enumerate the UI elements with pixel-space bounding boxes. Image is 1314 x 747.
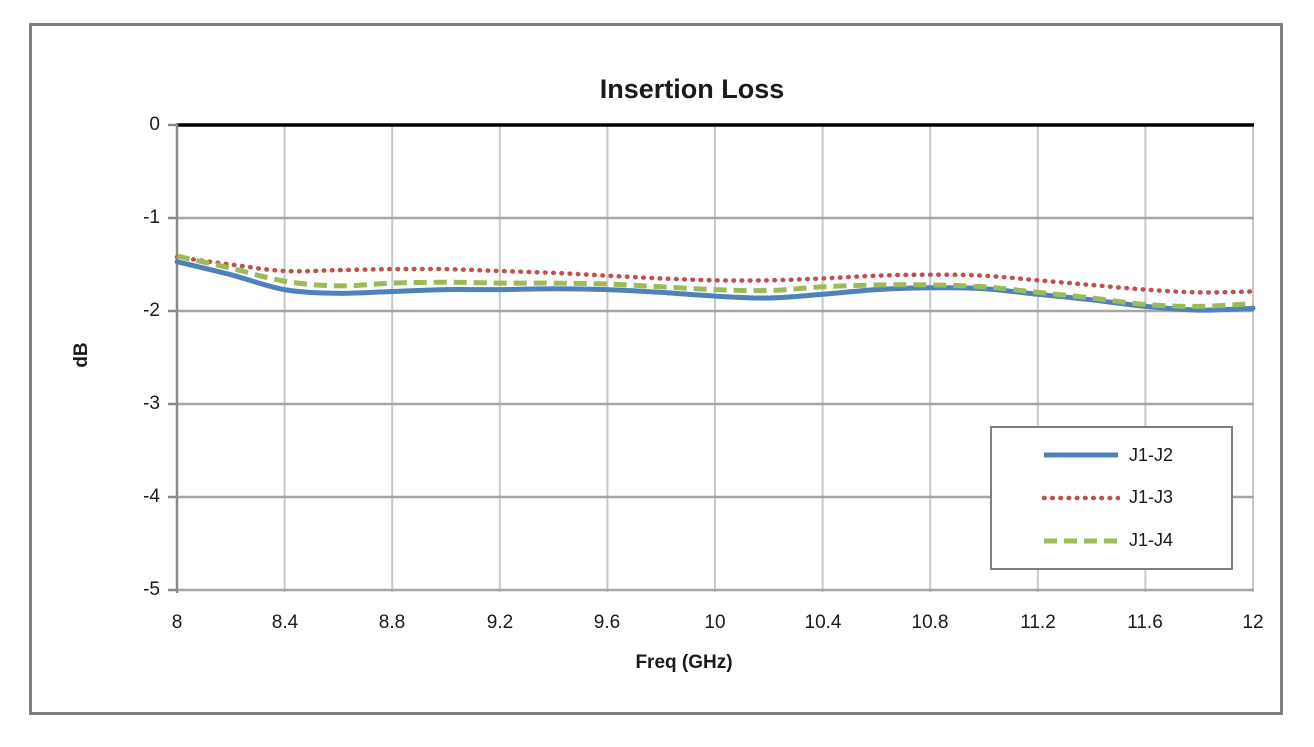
- legend-line-sample-solid: [1044, 452, 1118, 458]
- x-tick-label: 8.8: [378, 612, 406, 633]
- y-tick-label: -2: [143, 300, 160, 321]
- y-tick-label: -5: [143, 579, 160, 600]
- y-tick-label: -3: [143, 393, 160, 414]
- chart-border: [29, 23, 1283, 715]
- x-tick-label: 11.6: [1127, 612, 1163, 633]
- chart-title: Insertion Loss: [599, 74, 785, 104]
- legend-line-sample-dashed: [1044, 538, 1118, 544]
- legend-label: J1-J4: [1129, 530, 1174, 551]
- legend-item-J1-J2: J1-J2: [1042, 445, 1231, 466]
- x-tick-label: 8.4: [271, 612, 299, 633]
- x-tick-label: 10.8: [911, 612, 949, 633]
- y-tick-label: -1: [143, 207, 160, 228]
- legend-label: J1-J2: [1129, 444, 1174, 465]
- x-tick-label: 8: [171, 612, 183, 633]
- x-tick-label: 9.6: [593, 612, 621, 633]
- y-tick-label: 0: [149, 114, 160, 135]
- x-tick-label: 10: [704, 612, 726, 633]
- series-line-J1-J3: [174, 254, 1256, 295]
- x-tick-label: 9.2: [486, 612, 514, 633]
- y-axis-title: dB: [71, 342, 92, 368]
- legend: J1-J2 J1-J3 J1-J4: [990, 426, 1233, 570]
- legend-line-sample-dotted: [1042, 495, 1120, 501]
- legend-item-J1-J3: J1-J3: [1042, 487, 1231, 508]
- x-axis-title: Freq (GHz): [635, 652, 733, 673]
- x-tick-label: 10.4: [804, 612, 842, 633]
- x-tick-label: 12: [1242, 612, 1264, 633]
- y-tick-label: -4: [143, 486, 160, 507]
- x-tick-label: 11.2: [1020, 612, 1056, 633]
- legend-item-J1-J4: J1-J4: [1042, 530, 1231, 551]
- legend-label: J1-J3: [1129, 487, 1174, 508]
- series-line-J1-J4: [176, 253, 1254, 309]
